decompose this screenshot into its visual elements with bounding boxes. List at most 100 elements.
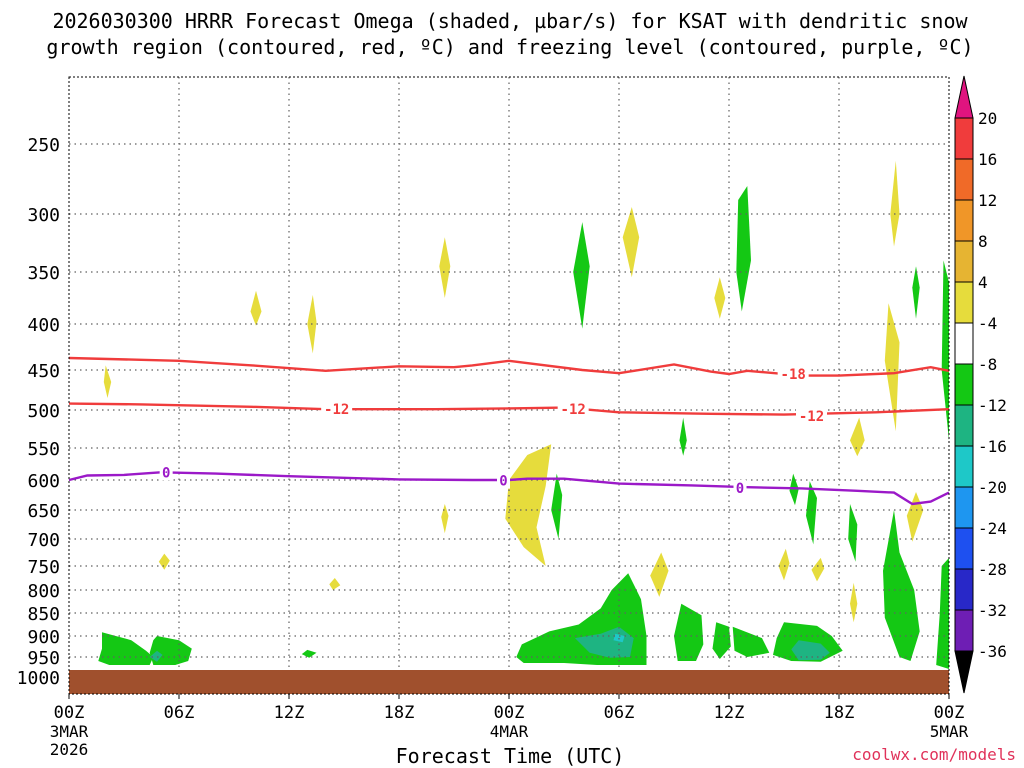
x-tick-date: 5MAR	[930, 722, 969, 741]
isoline-label-bg	[777, 366, 809, 382]
omega-region-31	[806, 481, 817, 545]
isoline-label: -12	[324, 402, 349, 418]
y-tick-label: 900	[27, 627, 60, 648]
isoline-label: -18	[781, 367, 806, 383]
x-tick-label: 00Z	[54, 703, 85, 723]
omega-region-10	[650, 552, 669, 597]
y-tick-label: 550	[27, 439, 60, 460]
x-tick-label: 18Z	[824, 703, 855, 723]
colorbar-label: -28	[978, 560, 1007, 579]
isoline-label-bg	[557, 401, 589, 418]
omega-region-3	[439, 237, 451, 298]
colorbar-swatch-5	[954, 322, 974, 365]
colorbar-swatch-8	[954, 445, 974, 488]
omega-region-5	[158, 553, 170, 570]
isoline-label: 0	[162, 465, 170, 481]
isoline-label-bg	[321, 401, 353, 418]
colorbar-label: -12	[978, 396, 1007, 415]
omega-region-4	[441, 504, 449, 534]
x-tick-label: 00Z	[934, 703, 965, 723]
grid-lines	[69, 77, 949, 678]
y-tick-label: 250	[27, 135, 60, 156]
temperature-contours: -18 -12 -12 -12 0 0 0	[68, 356, 950, 506]
omega-region-20	[301, 649, 317, 658]
colorbar-label: 16	[978, 150, 997, 169]
y-tick-label: 950	[27, 648, 60, 669]
omega-region-0	[103, 365, 112, 398]
colorbar-label: -8	[978, 355, 997, 374]
colorbar-swatch-12	[954, 609, 974, 652]
omega-region-26	[712, 622, 731, 659]
omega-region-12	[811, 557, 825, 582]
x-tick-label: 06Z	[164, 703, 195, 723]
credit-text: coolwx.com/models	[852, 745, 1016, 764]
omega-region-18	[98, 632, 154, 665]
omega-region-16	[884, 303, 900, 432]
omega-region-14	[850, 582, 858, 623]
omega-region-37	[149, 650, 163, 662]
omega-region-1	[250, 290, 262, 326]
y-tick-label: 750	[27, 557, 60, 578]
omega-region-28	[732, 626, 770, 657]
x-axis-label: Forecast Time (UTC)	[396, 744, 625, 768]
omega-region-35	[936, 557, 949, 669]
isoline-label-bg	[796, 408, 827, 425]
colorbar-label: 8	[978, 232, 988, 251]
y-tick-label: 300	[27, 205, 60, 226]
isoline-label: -12	[799, 409, 824, 425]
colorbar-label: -36	[978, 642, 1007, 661]
omega-colorbar: 20 16 12 8 4 -4 -8 -12 -16 -20 -24 -28 -32 -36	[954, 75, 1007, 694]
colorbar-label: -24	[978, 519, 1007, 538]
colorbar-swatch-10	[954, 527, 974, 570]
omega-region-21	[573, 222, 590, 329]
x-tick-date: 3MAR	[50, 722, 89, 741]
omega-region-34	[941, 260, 949, 441]
omega-region-7	[505, 444, 552, 566]
isoline-label-bg	[497, 472, 510, 489]
y-tick-label: 450	[27, 361, 60, 382]
omega-region-8	[622, 207, 640, 278]
omega-region-33	[883, 510, 920, 661]
x-tick-year: 2026	[50, 740, 89, 759]
omega-region-23	[551, 473, 563, 539]
colorbar-label: -16	[978, 437, 1007, 456]
x-tick-date: 4MAR	[490, 722, 529, 741]
isoline-label: -12	[561, 402, 586, 418]
omega-region-25	[674, 603, 704, 661]
y-tick-label: 350	[27, 263, 60, 284]
omega-region-6	[329, 578, 341, 590]
isoline-label-bg	[733, 479, 747, 496]
omega-region-32	[848, 504, 858, 562]
y-tick-label: 1000	[17, 668, 60, 689]
chart-title-line-1: 2026030300 HRRR Forecast Omega (shaded, …	[52, 9, 968, 33]
omega-region-9	[714, 277, 726, 319]
y-tick-label: 850	[27, 604, 60, 625]
omega-region-11	[778, 548, 790, 581]
x-tick-label: 12Z	[274, 703, 305, 723]
colorbar-label: 4	[978, 273, 988, 292]
colorbar-swatch-11	[954, 568, 974, 611]
x-tick-label: 00Z	[494, 703, 525, 723]
colorbar-swatch-7	[954, 404, 974, 447]
ground-surface	[69, 670, 949, 694]
colorbar-label: -32	[978, 601, 1007, 620]
x-tick-label: 12Z	[714, 703, 745, 723]
colorbar-swatch-6	[954, 363, 974, 406]
omega-region-17	[906, 492, 924, 542]
omega-region-13	[850, 417, 865, 457]
colorbar-swatch-2	[954, 199, 974, 242]
omega-shaded-regions	[98, 160, 949, 669]
colorbar-label: -4	[978, 314, 997, 333]
x-tick-label: 18Z	[384, 703, 415, 723]
omega-region-24	[679, 417, 687, 456]
y-tick-label: 650	[27, 501, 60, 522]
omega-region-15	[890, 160, 900, 247]
pressure-axis: 2503003504004505005506006507007508008509…	[17, 135, 60, 689]
chart-title-line-2: growth region (contoured, red, ºC) and f…	[46, 35, 973, 59]
colorbar-swatch-3	[954, 240, 974, 283]
colorbar-swatch-1	[954, 158, 974, 201]
y-tick-label: 800	[27, 581, 60, 602]
colorbar-label: 12	[978, 191, 997, 210]
